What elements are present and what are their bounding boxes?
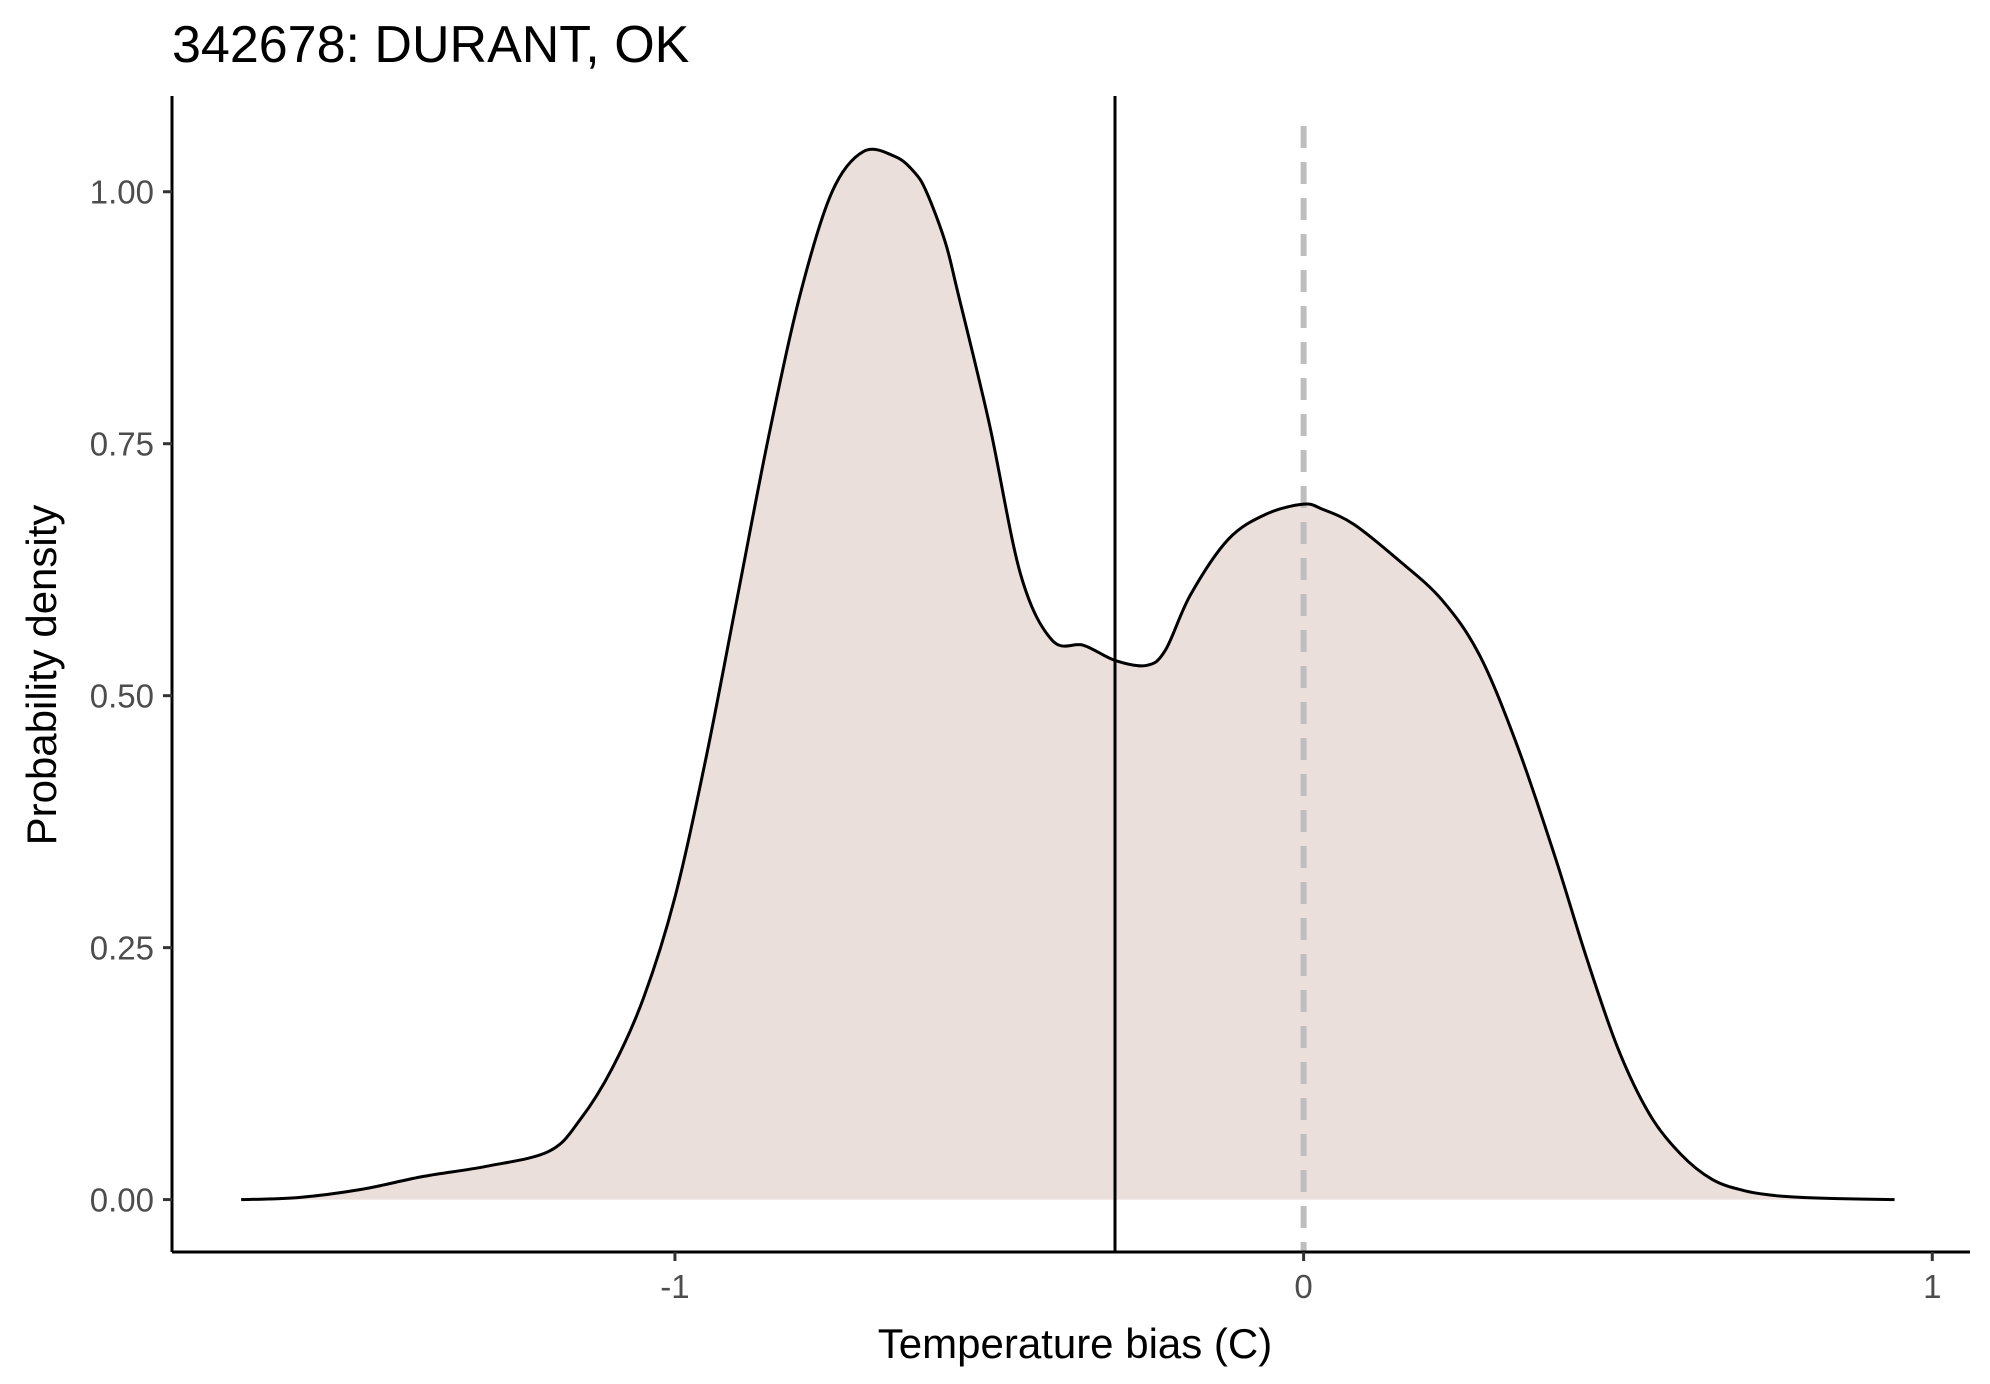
x-tick-label: 1 xyxy=(1923,1268,1941,1305)
x-axis-title: Temperature bias (C) xyxy=(878,1320,1272,1367)
y-tick-label: 0.50 xyxy=(90,678,154,715)
chart-title: 342678: DURANT, OK xyxy=(172,16,690,74)
axes: 0.00 0.25 0.50 0.75 1.00 -1 0 1 xyxy=(90,96,1970,1305)
y-axis-title: Probability density xyxy=(18,505,65,846)
x-axis-ticks: -1 0 1 xyxy=(660,1252,1941,1305)
plot-area xyxy=(241,96,1895,1252)
density-area-fill xyxy=(241,149,1895,1200)
y-tick-label: 0.75 xyxy=(90,426,154,463)
y-axis-ticks: 0.00 0.25 0.50 0.75 1.00 xyxy=(90,174,172,1219)
x-tick-label: 0 xyxy=(1294,1268,1312,1305)
x-tick-label: -1 xyxy=(660,1268,689,1305)
y-tick-label: 1.00 xyxy=(90,174,154,211)
y-tick-label: 0.25 xyxy=(90,930,154,967)
density-curve-line xyxy=(241,147,1895,1202)
y-tick-label: 0.00 xyxy=(90,1182,154,1219)
